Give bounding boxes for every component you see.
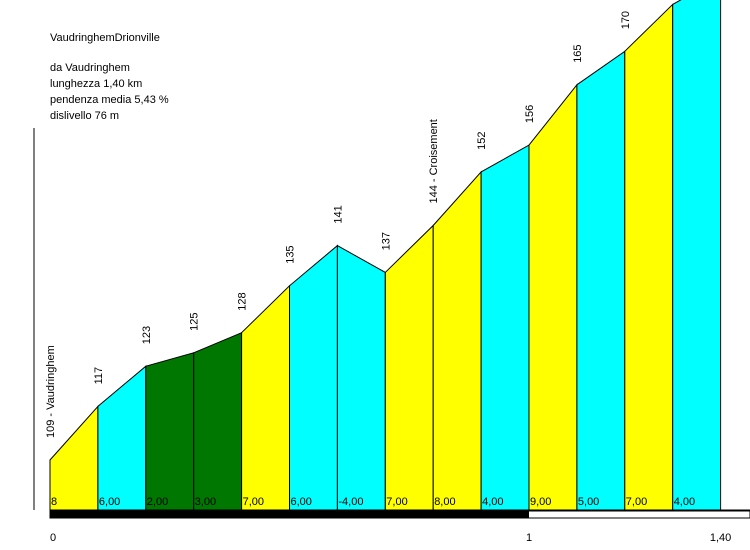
elevation-label: 135	[285, 245, 297, 263]
elevation-gain: dislivello 76 m	[50, 110, 120, 122]
elevation-label: 156	[524, 105, 536, 123]
profile-segment	[432, 170, 482, 511]
distance-tick-label: 0	[50, 532, 56, 544]
grade-label: 2,00	[147, 496, 168, 508]
elevation-label: 152	[476, 132, 488, 150]
profile-segment	[145, 352, 195, 511]
profile-segment	[672, 0, 722, 511]
elevation-label: 117	[93, 367, 105, 385]
grade-labels: 8 6,00 2,00 3,00 7,00 6,00 -4,00 7,00 8,00 4,00 9,…	[51, 496, 695, 508]
scale-bar-black	[50, 511, 529, 518]
profile-segment	[528, 83, 578, 511]
grade-label: 7,00	[386, 496, 407, 508]
grade-label: 4,00	[674, 496, 695, 508]
grade-label: 8	[51, 496, 57, 508]
elevation-label: 109 - Vaudringhem	[45, 345, 57, 438]
grade-label: 3,00	[195, 496, 216, 508]
profile-segment	[336, 244, 386, 511]
elevation-label: 125	[189, 312, 201, 330]
profile-segment	[624, 3, 674, 511]
elevation-label: 128	[237, 292, 249, 310]
grade-label: 5,00	[578, 496, 599, 508]
distance-scale: 0 1 1,40	[49, 510, 750, 544]
elevation-labels: 109 - Vaudringhem 117 123 125 128 135 141 137 14…	[45, 11, 632, 438]
start-location: da Vaudringhem	[50, 62, 130, 74]
profile-segment	[384, 224, 434, 511]
average-grade: pendenza media 5,43 %	[50, 94, 169, 106]
route-length: lunghezza 1,40 km	[50, 78, 143, 90]
grade-label: -4,00	[338, 496, 363, 508]
profile-segment	[97, 365, 147, 511]
profile-segment	[49, 405, 99, 511]
grade-label: 6,00	[99, 496, 120, 508]
elevation-label: 144 - Croisement	[428, 119, 440, 203]
elevation-label: 141	[332, 205, 344, 223]
grade-label: 8,00	[434, 496, 455, 508]
elevation-label: 165	[572, 44, 584, 62]
distance-tick-label: 1	[526, 532, 532, 544]
elevation-label: 170	[620, 11, 632, 29]
profile-segment	[289, 244, 338, 511]
profile-segment	[480, 144, 530, 511]
distance-tick-label: 1,40	[710, 532, 731, 544]
profile-segments	[49, 0, 722, 511]
profile-segment	[241, 284, 290, 511]
profile-segment	[576, 50, 626, 511]
profile-segment	[193, 331, 243, 511]
grade-label: 7,00	[626, 496, 647, 508]
profile-title: VaudringhemDrionville	[50, 32, 160, 44]
grade-label: 4,00	[482, 496, 503, 508]
grade-label: 6,00	[291, 496, 312, 508]
elevation-label: 137	[380, 232, 392, 250]
grade-label: 9,00	[530, 496, 551, 508]
elevation-label: 123	[141, 326, 153, 344]
grade-label: 7,00	[243, 496, 264, 508]
